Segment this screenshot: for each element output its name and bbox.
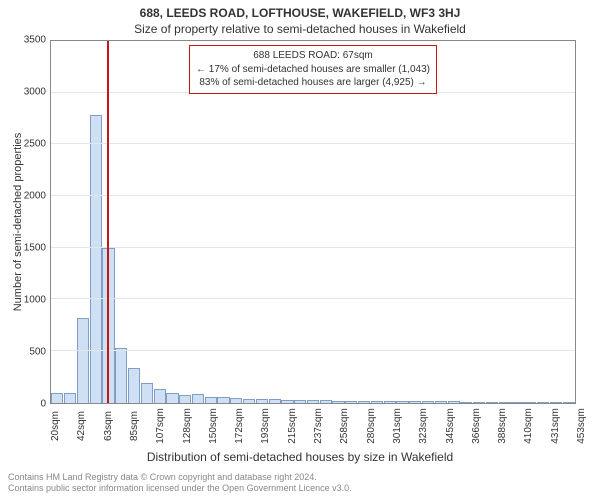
histogram-bar — [128, 368, 140, 402]
x-tick-label: 453sqm — [576, 408, 587, 444]
histogram-bar — [435, 401, 447, 402]
gridline — [51, 143, 575, 144]
bars-container — [51, 41, 575, 403]
histogram-bar — [166, 393, 178, 402]
histogram-bar — [192, 394, 204, 402]
histogram-bar — [396, 401, 408, 402]
x-tick-label: 258sqm — [339, 408, 350, 444]
histogram-bar — [409, 401, 421, 402]
x-tick-label: 20sqm — [50, 410, 61, 440]
property-marker-line — [107, 41, 109, 403]
y-tick-label: 3500 — [24, 35, 46, 46]
x-tick-label: 63sqm — [103, 410, 114, 440]
chart-footer: Contains HM Land Registry data © Crown c… — [0, 468, 600, 500]
annotation-box: 688 LEEDS ROAD: 67sqm← 17% of semi-detac… — [189, 45, 437, 94]
histogram-bar — [486, 402, 498, 403]
histogram-bar — [256, 399, 268, 402]
x-tick-column: 20sqm 42sqm 63sqm 85sqm 107sqm 128sqm 150sqm 17… — [50, 404, 576, 450]
histogram-bar — [422, 401, 434, 402]
histogram-bar — [154, 389, 166, 402]
plot-area: 688 LEEDS ROAD: 67sqm← 17% of semi-detac… — [50, 40, 576, 404]
histogram-bar — [281, 400, 293, 403]
spacer — [0, 404, 16, 450]
histogram-bar — [307, 400, 319, 402]
histogram-bar — [384, 401, 396, 402]
histogram-bar — [269, 399, 281, 402]
x-tick-label: 280sqm — [366, 408, 377, 444]
gridline — [51, 195, 575, 196]
x-tick-label: 150sqm — [208, 408, 219, 444]
x-tick-label: 345sqm — [445, 408, 456, 444]
histogram-bar — [511, 402, 523, 403]
histogram-bar — [320, 400, 332, 402]
histogram-bar — [448, 401, 460, 402]
x-tick-label: 107sqm — [155, 408, 166, 444]
ylabel-wrap: Number of semi-detached properties — [0, 40, 16, 404]
y-tick-column: 0500100015002000250030003500 — [16, 40, 50, 404]
plot-row: Number of semi-detached properties 05001… — [0, 40, 600, 404]
footer-line-1: Contains HM Land Registry data © Crown c… — [8, 472, 592, 483]
histogram-bar — [524, 402, 536, 403]
title-area: 688, LEEDS ROAD, LOFTHOUSE, WAKEFIELD, W… — [0, 0, 600, 36]
gridline — [51, 298, 575, 299]
y-tick-label: 1500 — [24, 242, 46, 253]
histogram-bar — [473, 402, 485, 403]
y-tick-label: 500 — [29, 346, 46, 357]
histogram-bar — [563, 402, 575, 403]
histogram-bar — [217, 397, 229, 402]
x-tick-label: 215sqm — [287, 408, 298, 444]
annotation-line-2: ← 17% of semi-detached houses are smalle… — [196, 63, 430, 77]
x-tick-label: 193sqm — [260, 408, 271, 444]
histogram-bar — [243, 399, 255, 402]
histogram-bar — [358, 401, 370, 403]
chart-title: 688, LEEDS ROAD, LOFTHOUSE, WAKEFIELD, W… — [0, 6, 600, 20]
histogram-bar — [371, 401, 383, 402]
histogram-bar — [230, 398, 242, 402]
x-tick-label: 237sqm — [313, 408, 324, 444]
x-tick-label: 85sqm — [129, 410, 140, 440]
x-tick-label: 431sqm — [550, 408, 561, 444]
spacer — [16, 404, 50, 450]
histogram-bar — [77, 318, 89, 403]
histogram-bar — [550, 402, 562, 403]
annotation-line-1: 688 LEEDS ROAD: 67sqm — [196, 49, 430, 63]
x-tick-label: 128sqm — [182, 408, 193, 444]
y-tick-label: 0 — [40, 398, 46, 409]
histogram-bar — [51, 393, 63, 402]
histogram-bar — [460, 402, 472, 403]
x-tick-label: 172sqm — [234, 408, 245, 444]
x-tick-label: 410sqm — [523, 408, 534, 444]
x-tick-label: 388sqm — [497, 408, 508, 444]
y-tick-label: 3000 — [24, 86, 46, 97]
x-tick-label: 301sqm — [392, 408, 403, 444]
histogram-bar — [115, 348, 127, 403]
histogram-bar — [332, 401, 344, 403]
property-size-chart: 688, LEEDS ROAD, LOFTHOUSE, WAKEFIELD, W… — [0, 0, 600, 500]
histogram-bar — [499, 402, 511, 403]
x-tick-label: 366sqm — [471, 408, 482, 444]
x-axis-row: 20sqm 42sqm 63sqm 85sqm 107sqm 128sqm 150sqm 17… — [0, 404, 600, 450]
histogram-bar — [64, 393, 76, 402]
histogram-bar — [179, 395, 191, 402]
footer-line-2: Contains public sector information licen… — [8, 483, 592, 494]
histogram-bar — [294, 400, 306, 403]
x-tick-label: 42sqm — [76, 410, 87, 440]
histogram-bar — [141, 383, 153, 403]
annotation-line-3: 83% of semi-detached houses are larger (… — [196, 76, 430, 90]
y-tick-label: 2500 — [24, 138, 46, 149]
histogram-bar — [345, 401, 357, 403]
gridline — [51, 350, 575, 351]
histogram-bar — [90, 115, 102, 402]
chart-subtitle: Size of property relative to semi-detach… — [0, 22, 600, 36]
histogram-bar — [537, 402, 549, 403]
x-tick-label: 323sqm — [418, 408, 429, 444]
y-tick-label: 1000 — [24, 294, 46, 305]
gridline — [51, 247, 575, 248]
histogram-bar — [205, 397, 217, 402]
y-tick-label: 2000 — [24, 190, 46, 201]
x-axis-label: Distribution of semi-detached houses by … — [0, 450, 600, 468]
